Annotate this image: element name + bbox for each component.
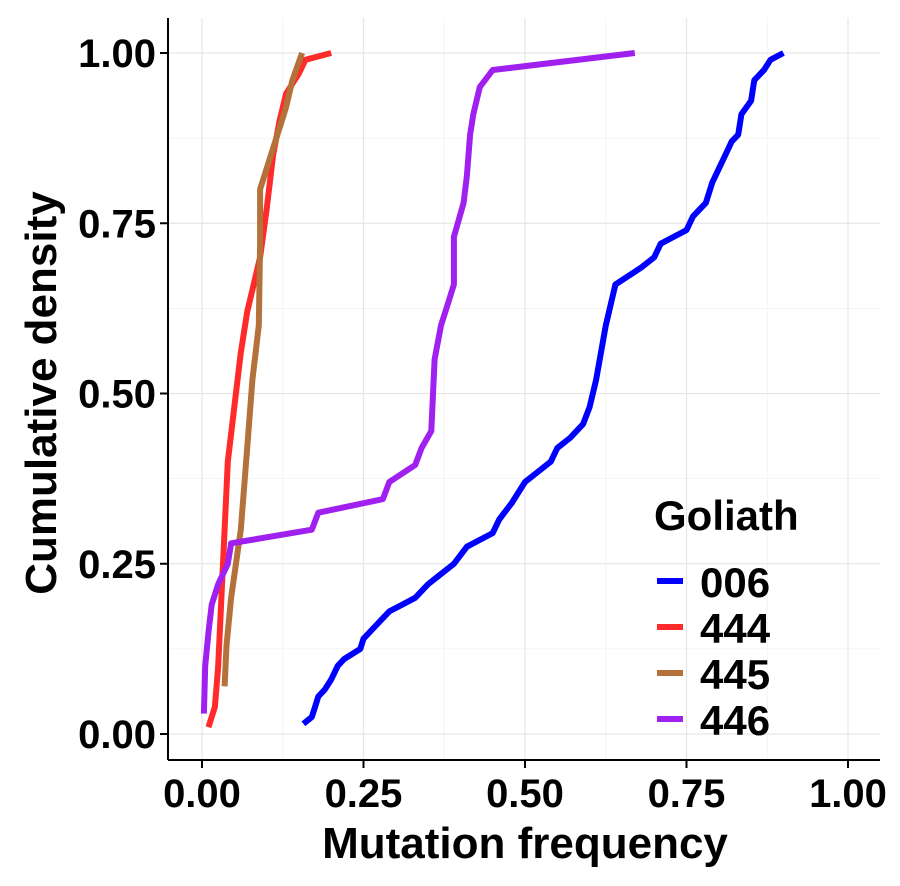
x-tick-label: 0.75 <box>648 772 726 816</box>
legend-label-006: 006 <box>700 559 770 606</box>
x-tick-label: 1.00 <box>809 772 887 816</box>
y-axis-title: Cumulative density <box>17 191 66 595</box>
x-axis-title: Mutation frequency <box>322 819 728 868</box>
x-tick-label: 0.50 <box>486 772 564 816</box>
y-tick-label: 0.75 <box>78 202 156 246</box>
series-lines <box>200 50 785 729</box>
y-axis-ticks: 0.00 0.25 0.50 0.75 1.00 <box>78 32 168 757</box>
y-tick-label: 0.00 <box>78 713 156 757</box>
x-axis-ticks: 0.00 0.25 0.50 0.75 1.00 <box>163 760 887 816</box>
legend-label-445: 445 <box>700 651 770 698</box>
series-line-446 <box>200 50 636 714</box>
x-tick-label: 0.25 <box>325 772 403 816</box>
legend-label-444: 444 <box>700 605 771 652</box>
y-tick-label: 0.50 <box>78 373 156 417</box>
major-gridlines <box>168 18 880 760</box>
y-tick-label: 1.00 <box>78 32 156 76</box>
x-tick-label: 0.00 <box>163 772 241 816</box>
series-line-006 <box>301 50 785 727</box>
legend-label-446: 446 <box>700 697 770 744</box>
minor-gridlines <box>168 18 880 760</box>
series-line-445 <box>221 51 305 687</box>
y-tick-label: 0.25 <box>78 543 156 587</box>
legend-title: Goliath <box>654 492 799 539</box>
